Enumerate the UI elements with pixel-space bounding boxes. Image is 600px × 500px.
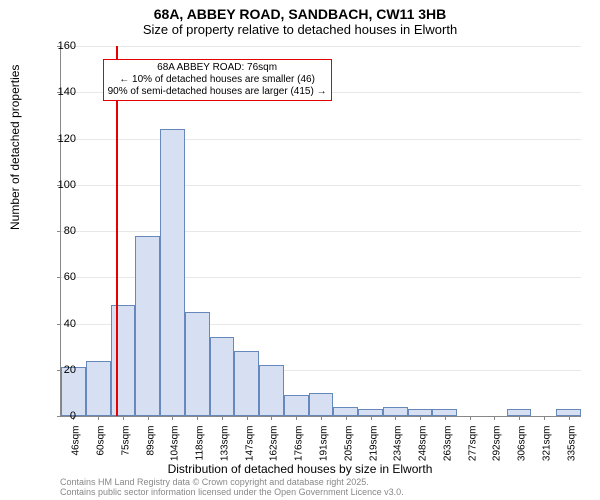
histogram-bar: [408, 409, 433, 416]
y-tick-label: 120: [46, 133, 76, 145]
annotation-line: ← 10% of detached houses are smaller (46…: [108, 74, 327, 86]
histogram-bar: [309, 393, 334, 416]
annotation-line: 68A ABBEY ROAD: 76sqm: [108, 62, 327, 74]
x-tick-mark: [172, 416, 173, 420]
histogram-bar: [185, 312, 210, 416]
y-tick-label: 160: [46, 40, 76, 52]
x-tick-mark: [395, 416, 396, 420]
histogram-bar: [135, 236, 160, 416]
histogram-bar: [111, 305, 136, 416]
x-tick-mark: [197, 416, 198, 420]
x-tick-mark: [296, 416, 297, 420]
x-tick-mark: [494, 416, 495, 420]
y-tick-label: 20: [46, 364, 76, 376]
annotation-box: 68A ABBEY ROAD: 76sqm← 10% of detached h…: [103, 59, 332, 101]
highlight-line: [116, 46, 118, 416]
histogram-bar: [210, 337, 235, 416]
y-tick-label: 140: [46, 86, 76, 98]
gridline: [61, 46, 581, 47]
gridline: [61, 139, 581, 140]
y-tick-label: 40: [46, 318, 76, 330]
histogram-bar: [284, 395, 309, 416]
histogram-bar: [556, 409, 581, 416]
x-tick-mark: [148, 416, 149, 420]
histogram-bar: [383, 407, 408, 416]
y-axis-label: Number of detached properties: [8, 65, 22, 230]
x-tick-mark: [222, 416, 223, 420]
x-tick-mark: [445, 416, 446, 420]
annotation-line: 90% of semi-detached houses are larger (…: [108, 86, 327, 98]
x-tick-mark: [247, 416, 248, 420]
chart-container: 68A, ABBEY ROAD, SANDBACH, CW11 3HB Size…: [0, 0, 600, 500]
chart-title-sub: Size of property relative to detached ho…: [0, 22, 600, 41]
histogram-bar: [234, 351, 259, 416]
gridline: [61, 231, 581, 232]
x-tick-mark: [420, 416, 421, 420]
x-tick-mark: [519, 416, 520, 420]
chart-title-main: 68A, ABBEY ROAD, SANDBACH, CW11 3HB: [0, 0, 600, 22]
footer-line-2: Contains public sector information licen…: [60, 488, 404, 498]
histogram-bar: [333, 407, 358, 416]
histogram-bar: [358, 409, 383, 416]
histogram-bar: [160, 129, 185, 416]
histogram-bar: [86, 361, 111, 417]
x-tick-mark: [569, 416, 570, 420]
x-tick-mark: [123, 416, 124, 420]
histogram-bar: [259, 365, 284, 416]
gridline: [61, 185, 581, 186]
x-tick-mark: [371, 416, 372, 420]
histogram-bar: [432, 409, 457, 416]
y-tick-label: 60: [46, 271, 76, 283]
y-tick-label: 100: [46, 179, 76, 191]
x-tick-mark: [321, 416, 322, 420]
chart-footer: Contains HM Land Registry data © Crown c…: [60, 478, 404, 498]
histogram-bar: [507, 409, 532, 416]
x-tick-mark: [271, 416, 272, 420]
x-tick-mark: [470, 416, 471, 420]
y-tick-label: 80: [46, 225, 76, 237]
x-tick-mark: [544, 416, 545, 420]
x-tick-mark: [346, 416, 347, 420]
y-tick-label: 0: [46, 410, 76, 422]
x-tick-mark: [98, 416, 99, 420]
x-axis-label: Distribution of detached houses by size …: [0, 462, 600, 476]
plot-area: 46sqm60sqm75sqm89sqm104sqm118sqm133sqm14…: [60, 46, 581, 417]
